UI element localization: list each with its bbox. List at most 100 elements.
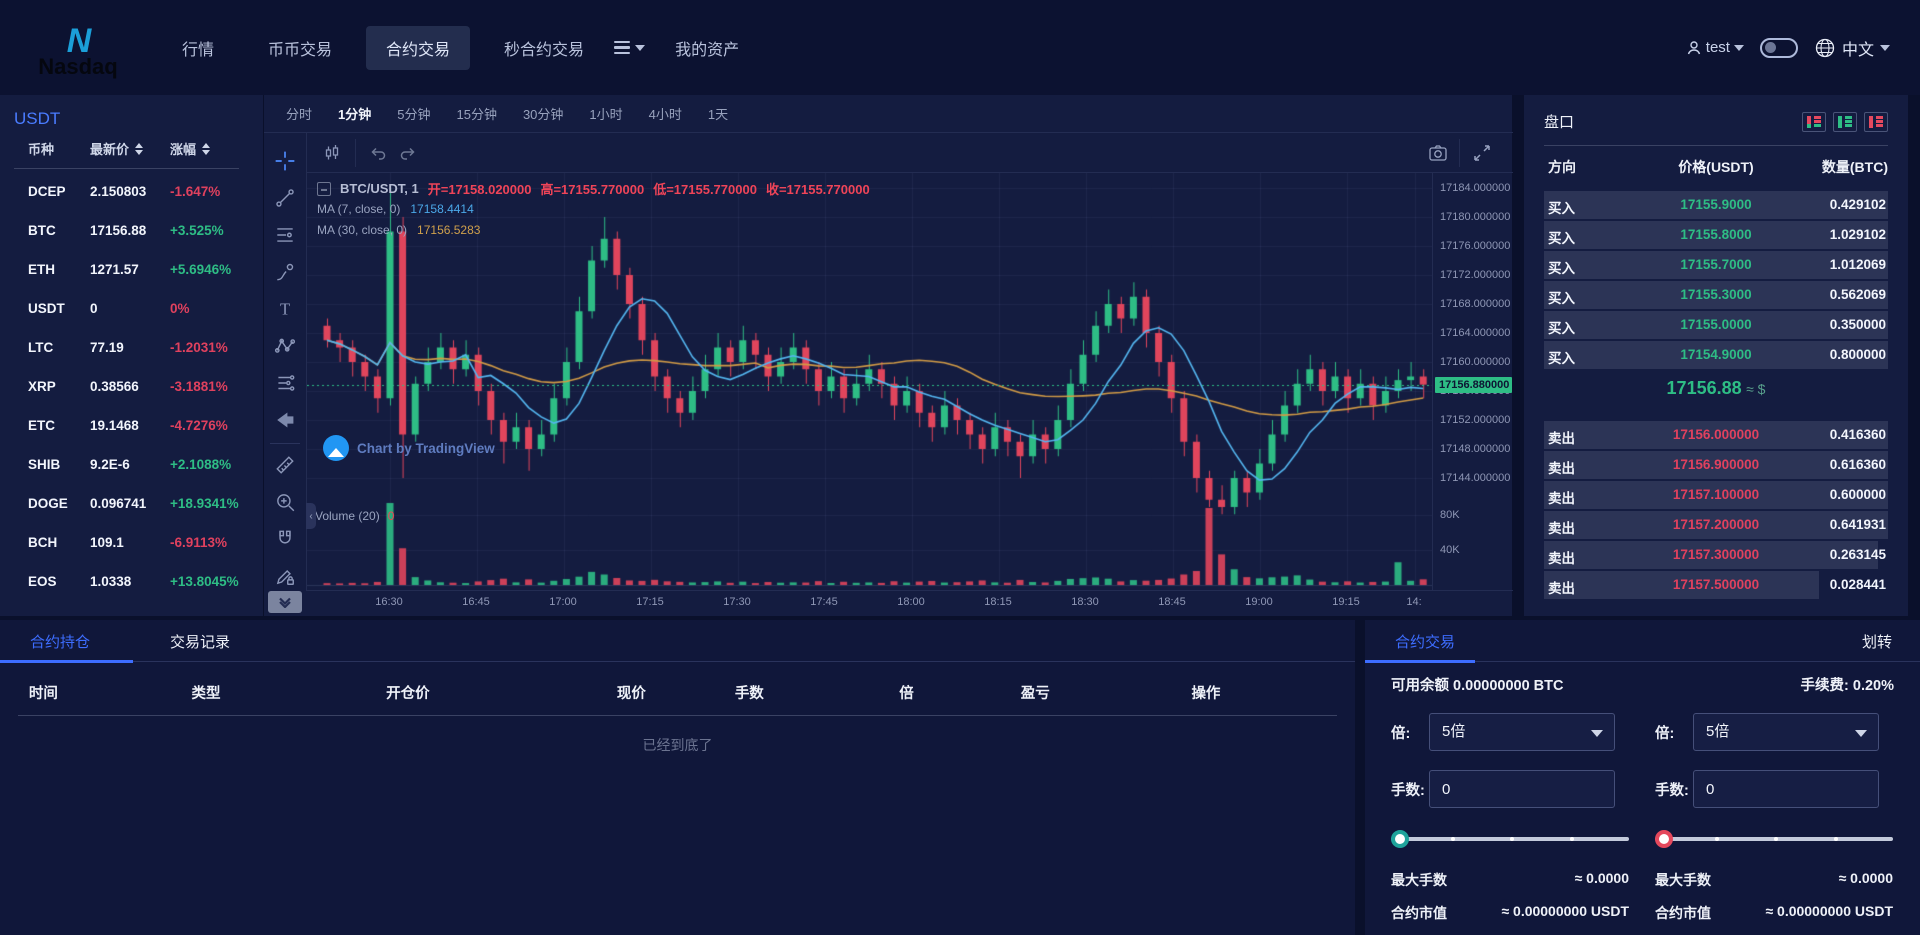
market-row-DCEP[interactable]: DCEP 2.150803 -1.647% — [0, 173, 263, 212]
slider-knob[interactable] — [1391, 830, 1409, 848]
amount-slider-sell[interactable] — [1655, 830, 1893, 848]
orderbook-row[interactable]: 卖出 17156.000000 0.416360 — [1544, 420, 1888, 450]
ruler-icon[interactable] — [271, 451, 299, 479]
theme-toggle[interactable] — [1759, 37, 1798, 58]
side-label: 买入 — [1548, 231, 1575, 246]
orderbook-row[interactable]: 买入 17154.9000 0.800000 — [1544, 340, 1888, 370]
orderbook-row[interactable]: 买入 17155.7000 1.012069 — [1544, 250, 1888, 280]
market-row-BTC[interactable]: BTC 17156.88 +3.525% — [0, 212, 263, 251]
orderbook-row[interactable]: 买入 17155.0000 0.350000 — [1544, 310, 1888, 340]
orderbook-row[interactable]: 买入 17155.8000 1.029102 — [1544, 220, 1888, 250]
orderbook-row[interactable]: 卖出 17157.300000 0.263145 — [1544, 540, 1888, 570]
view-mode-both-icon[interactable] — [1802, 111, 1826, 132]
timeframe-分时[interactable]: 分时 — [286, 107, 313, 122]
market-row-EOS[interactable]: EOS 1.0338 +13.8045% — [0, 563, 263, 602]
timeframe-1天[interactable]: 1天 — [707, 107, 729, 122]
slider-knob[interactable] — [1655, 830, 1673, 848]
transfer-link[interactable]: 划转 — [1861, 634, 1892, 651]
chart-plot[interactable]: BTC/USDT, 1 开=17158.020000 高=17155.77000… — [306, 173, 1433, 590]
market-change: +18.9341% — [170, 496, 239, 511]
ma7-row: MA (7, close, 0) 17158.4414 — [317, 202, 474, 216]
nav-item-币币交易[interactable]: 币币交易 — [268, 41, 333, 59]
brush-icon[interactable] — [271, 258, 299, 286]
side-label: 买入 — [1548, 261, 1575, 276]
orderbook-row[interactable]: 买入 17155.9000 0.429102 — [1544, 190, 1888, 220]
redo-icon[interactable] — [395, 140, 421, 166]
market-price: 0.096741 — [90, 496, 147, 511]
lock-draw-icon[interactable] — [271, 562, 299, 590]
amount-slider-buy[interactable] — [1391, 830, 1629, 848]
amount-input-sell[interactable] — [1693, 770, 1879, 808]
orderbook-row[interactable]: 卖出 17157.200000 0.641931 — [1544, 510, 1888, 540]
market-symbol: DCEP — [28, 184, 66, 199]
magnet-icon[interactable] — [271, 525, 299, 553]
navbar-right: test 中文 — [1686, 36, 1890, 60]
timeframe-15分钟[interactable]: 15分钟 — [456, 107, 497, 122]
leverage-select-buy[interactable]: 5倍 — [1429, 713, 1615, 751]
language-menu[interactable]: 中文 — [1814, 36, 1890, 60]
active-tab-underline — [1365, 660, 1475, 663]
side-label: 买入 — [1548, 291, 1575, 306]
orderbook-title: 盘口 — [1544, 114, 1575, 131]
chart-region: 分时 1分钟 5分钟 15分钟 30分钟 1小时 4小时 1天 — [263, 95, 1513, 616]
tab-history[interactable]: 交易记录 — [170, 634, 231, 651]
leverage-select-sell[interactable]: 5倍 — [1693, 713, 1879, 751]
orderbook-row[interactable]: 卖出 17157.500000 0.028441 — [1544, 570, 1888, 600]
pattern-icon[interactable] — [271, 332, 299, 360]
fib-icon[interactable] — [271, 221, 299, 249]
timeframe-4小时[interactable]: 4小时 — [648, 107, 682, 122]
time-tick: 18:15 — [984, 596, 1012, 608]
tab-positions[interactable]: 合约持仓 — [30, 634, 91, 651]
fullscreen-icon[interactable] — [1469, 140, 1495, 166]
ma30-value: 17156.5283 — [417, 223, 481, 237]
market-row-USDT[interactable]: USDT 0 0% — [0, 290, 263, 329]
orderbook-row[interactable]: 卖出 17157.100000 0.600000 — [1544, 480, 1888, 510]
text-icon[interactable]: T — [271, 295, 299, 323]
market-row-DOGE[interactable]: DOGE 0.096741 +18.9341% — [0, 485, 263, 524]
candlestick-canvas[interactable] — [307, 173, 1433, 590]
nav-item-行情[interactable]: 行情 — [182, 41, 215, 59]
crosshair-icon[interactable] — [271, 147, 299, 175]
timeframe-1小时[interactable]: 1小时 — [589, 107, 623, 122]
arrow-left-icon[interactable] — [271, 406, 299, 434]
time-axis[interactable]: 16:30 16:45 17:00 17:15 17:30 17:45 18:00 18:15… — [306, 590, 1513, 616]
view-mode-buys-icon[interactable] — [1833, 111, 1857, 132]
forecast-icon[interactable] — [271, 369, 299, 397]
tab-contract-trade[interactable]: 合约交易 — [1395, 634, 1456, 651]
market-row-LTC[interactable]: LTC 77.19 -1.2031% — [0, 329, 263, 368]
timeframe-1分钟[interactable]: 1分钟 — [338, 107, 372, 122]
sort-change-icon[interactable] — [202, 139, 211, 158]
collapse-toolbar-icon[interactable] — [268, 591, 302, 613]
screenshot-icon[interactable] — [1425, 140, 1451, 166]
nav-item-秒合约交易[interactable]: 秒合约交易 — [504, 41, 585, 59]
undo-icon[interactable] — [365, 140, 391, 166]
collapse-legend-icon[interactable] — [317, 181, 331, 196]
orderbook-row[interactable]: 买入 17155.3000 0.562069 — [1544, 280, 1888, 310]
brand-logo[interactable]: N Nasdaq — [18, 24, 138, 78]
zoom-in-icon[interactable] — [271, 488, 299, 516]
col-0: 时间 — [28, 686, 58, 702]
timeframe-5分钟[interactable]: 5分钟 — [397, 107, 431, 122]
view-mode-sells-icon[interactable] — [1864, 111, 1888, 132]
quote-asset-title[interactable]: USDT — [14, 109, 61, 128]
market-row-ETC[interactable]: ETC 19.1468 -4.7276% — [0, 407, 263, 446]
nav-item-assets[interactable]: 我的资产 — [675, 41, 740, 59]
trendline-icon[interactable] — [271, 184, 299, 212]
markets-menu-button[interactable] — [604, 31, 655, 65]
market-row-ETH[interactable]: ETH 1271.57 +5.6946% — [0, 251, 263, 290]
candle-style-icon[interactable] — [319, 140, 345, 166]
sort-price-icon[interactable] — [135, 139, 144, 158]
tradingview-watermark[interactable]: Chart by TradingView — [323, 435, 495, 461]
pane-collapse-tab[interactable]: ‹ — [306, 503, 316, 529]
notional-label: 合约市值 — [1655, 905, 1711, 921]
market-row-XRP[interactable]: XRP 0.38566 -3.1881% — [0, 368, 263, 407]
nav-item-合约交易[interactable]: 合约交易 — [366, 25, 471, 70]
user-menu[interactable]: test — [1686, 39, 1744, 56]
market-row-SHIB[interactable]: SHIB 9.2E-6 +2.1088% — [0, 446, 263, 485]
orderbook-row[interactable]: 卖出 17156.900000 0.616360 — [1544, 450, 1888, 480]
amount-input-buy[interactable] — [1429, 770, 1615, 808]
timeframe-30分钟[interactable]: 30分钟 — [522, 107, 564, 122]
price-scale[interactable]: 17184.000000 17180.000000 17176.000000 1717… — [1432, 173, 1513, 590]
col-3: 现价 — [616, 686, 646, 702]
market-row-BCH[interactable]: BCH 109.1 -6.9113% — [0, 524, 263, 563]
